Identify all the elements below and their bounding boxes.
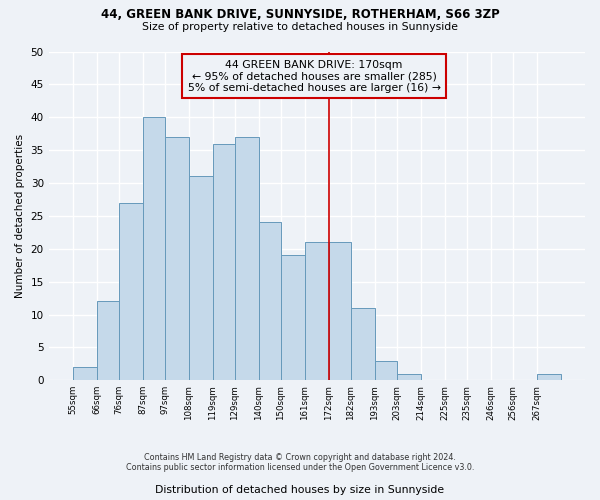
Bar [259,222,281,380]
Bar [213,144,235,380]
Bar [536,374,560,380]
Text: Distribution of detached houses by size in Sunnyside: Distribution of detached houses by size … [155,485,445,495]
Bar [351,308,375,380]
Text: 44 GREEN BANK DRIVE: 170sqm
← 95% of detached houses are smaller (285)
5% of sem: 44 GREEN BANK DRIVE: 170sqm ← 95% of det… [188,60,440,93]
Bar [281,256,305,380]
Bar [305,242,329,380]
Bar [97,302,119,380]
Bar [329,242,351,380]
Text: Size of property relative to detached houses in Sunnyside: Size of property relative to detached ho… [142,22,458,32]
Bar [375,360,397,380]
Bar [73,367,97,380]
Text: 44, GREEN BANK DRIVE, SUNNYSIDE, ROTHERHAM, S66 3ZP: 44, GREEN BANK DRIVE, SUNNYSIDE, ROTHERH… [101,8,499,20]
Y-axis label: Number of detached properties: Number of detached properties [15,134,25,298]
Text: Contains HM Land Registry data © Crown copyright and database right 2024.: Contains HM Land Registry data © Crown c… [144,454,456,462]
Bar [119,202,143,380]
Bar [143,118,165,380]
Text: Contains public sector information licensed under the Open Government Licence v3: Contains public sector information licen… [126,464,474,472]
Bar [397,374,421,380]
Bar [189,176,213,380]
Bar [165,137,189,380]
Bar [235,137,259,380]
